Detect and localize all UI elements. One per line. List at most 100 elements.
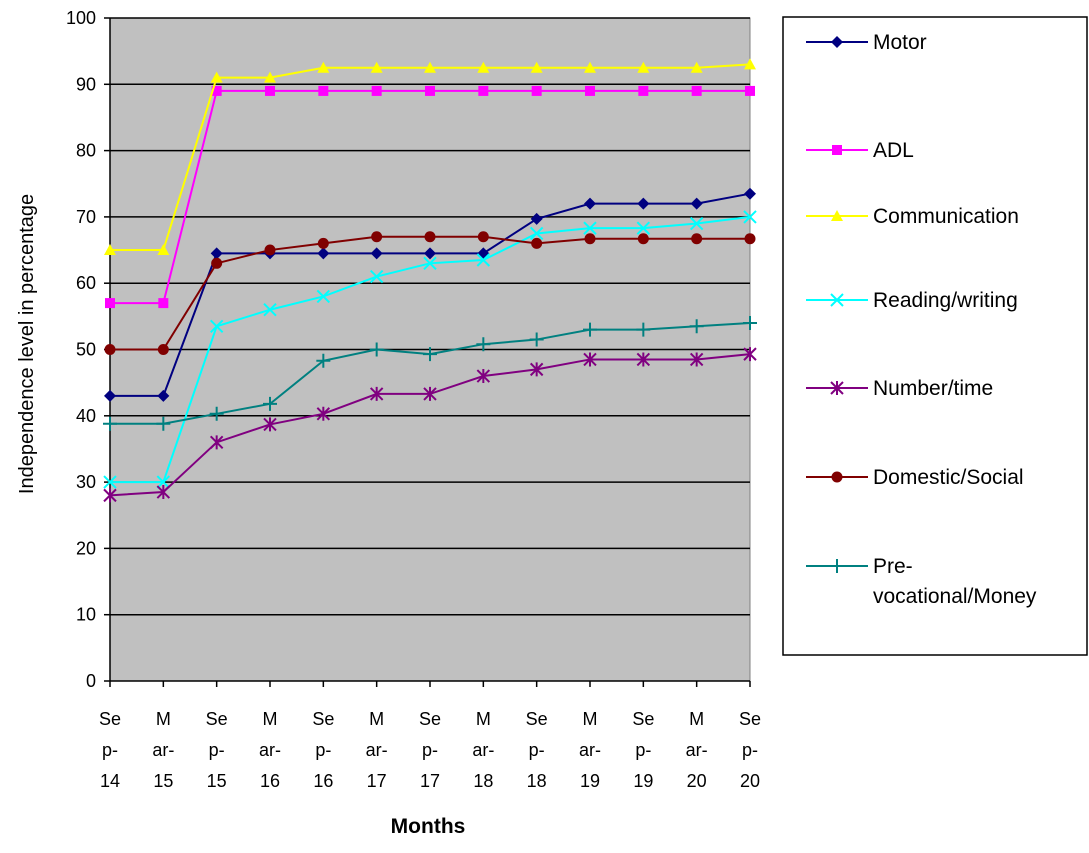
data-point <box>210 247 223 260</box>
data-point <box>209 319 224 334</box>
data-point <box>636 221 651 235</box>
data-point <box>691 85 702 96</box>
data-point <box>637 61 650 73</box>
x-tick-label: Se p-20 <box>739 709 761 791</box>
data-point <box>744 187 756 200</box>
data-point <box>424 231 436 243</box>
data-point <box>584 233 596 245</box>
data-point <box>318 85 329 96</box>
data-point <box>689 352 704 367</box>
data-point <box>316 406 331 421</box>
data-point <box>690 61 703 73</box>
data-point <box>210 71 223 83</box>
data-point <box>209 435 224 450</box>
data-point <box>317 237 329 249</box>
legend-item: Domestic/Social <box>806 466 1024 489</box>
data-point <box>583 352 597 367</box>
data-point <box>423 386 437 401</box>
series-domestic-social <box>104 231 756 355</box>
y-tick-label: 70 <box>76 207 96 227</box>
data-point <box>209 406 224 421</box>
data-point <box>424 61 436 73</box>
series-lines <box>103 58 757 503</box>
data-point <box>477 231 489 243</box>
data-point <box>689 319 704 334</box>
data-point <box>423 347 437 362</box>
data-point <box>156 416 171 431</box>
data-point <box>264 71 276 83</box>
series-adl <box>105 85 755 309</box>
y-tick-label: 100 <box>66 8 96 28</box>
data-point <box>103 475 117 489</box>
data-point <box>156 475 171 489</box>
data-point <box>476 369 491 384</box>
data-point <box>584 197 596 210</box>
data-point <box>584 61 596 73</box>
x-axis-title: Months <box>391 815 466 838</box>
data-point <box>743 210 757 224</box>
legend-item: Motor <box>806 31 927 54</box>
data-point <box>370 247 383 260</box>
data-point <box>317 247 330 260</box>
data-point <box>743 347 757 362</box>
y-tick-label: 80 <box>76 141 96 161</box>
gridlines <box>110 17 750 616</box>
data-point <box>423 256 437 271</box>
legend-item: Number/time <box>806 377 993 400</box>
data-point <box>211 257 223 269</box>
data-point <box>638 85 649 96</box>
series-reading-writing <box>103 210 757 489</box>
data-point <box>830 293 844 307</box>
data-point <box>104 244 116 256</box>
y-tick-label: 60 <box>76 273 96 293</box>
data-point <box>691 233 703 245</box>
data-point <box>104 344 116 355</box>
data-point <box>157 389 170 402</box>
y-tick-labels: 0 10 20 30 40 50 60 70 80 90 100 <box>66 8 96 691</box>
legend-label: Motor <box>873 31 927 54</box>
data-point <box>316 289 331 304</box>
x-tick-label: Se p-14 <box>99 709 121 791</box>
y-tick-label: 50 <box>76 340 96 360</box>
data-point <box>369 342 384 357</box>
data-point <box>156 485 171 500</box>
data-point <box>831 210 843 221</box>
data-point <box>424 247 436 260</box>
legend-item: Pre-vocational/Money <box>806 555 1037 608</box>
y-tick-label: 90 <box>76 74 96 94</box>
data-point <box>316 353 331 368</box>
x-tick-label: Se p-16 <box>312 709 334 791</box>
data-point <box>531 85 542 96</box>
data-point <box>103 488 117 503</box>
legend-label: Communication <box>873 205 1019 228</box>
data-point <box>263 417 277 432</box>
data-point <box>477 61 490 73</box>
data-point <box>531 237 543 249</box>
data-point <box>371 231 383 243</box>
y-tick-label: 20 <box>76 538 96 558</box>
legend-item: Communication <box>806 205 1019 228</box>
data-point <box>265 85 275 96</box>
x-tick-labels: Se p-14 M ar-15 Se p-15 M ar-16 Se p-16 M ar-17 Se p-… <box>99 709 761 791</box>
data-point <box>689 216 704 231</box>
data-point <box>637 197 650 210</box>
data-point <box>636 322 651 337</box>
data-point <box>264 244 276 256</box>
data-point <box>369 269 384 284</box>
data-point <box>636 352 651 367</box>
series-number-time <box>103 347 757 503</box>
x-tick-label: Se p-18 <box>526 709 548 791</box>
x-tick-label: Se p-19 <box>632 709 654 791</box>
y-tick-label: 30 <box>76 472 96 492</box>
x-tick-label: Se p-15 <box>206 709 228 791</box>
x-tick-label: Se p-17 <box>419 709 441 791</box>
series-communication <box>104 58 756 256</box>
data-point <box>690 197 703 210</box>
legend-label: Domestic/Social <box>873 466 1024 489</box>
